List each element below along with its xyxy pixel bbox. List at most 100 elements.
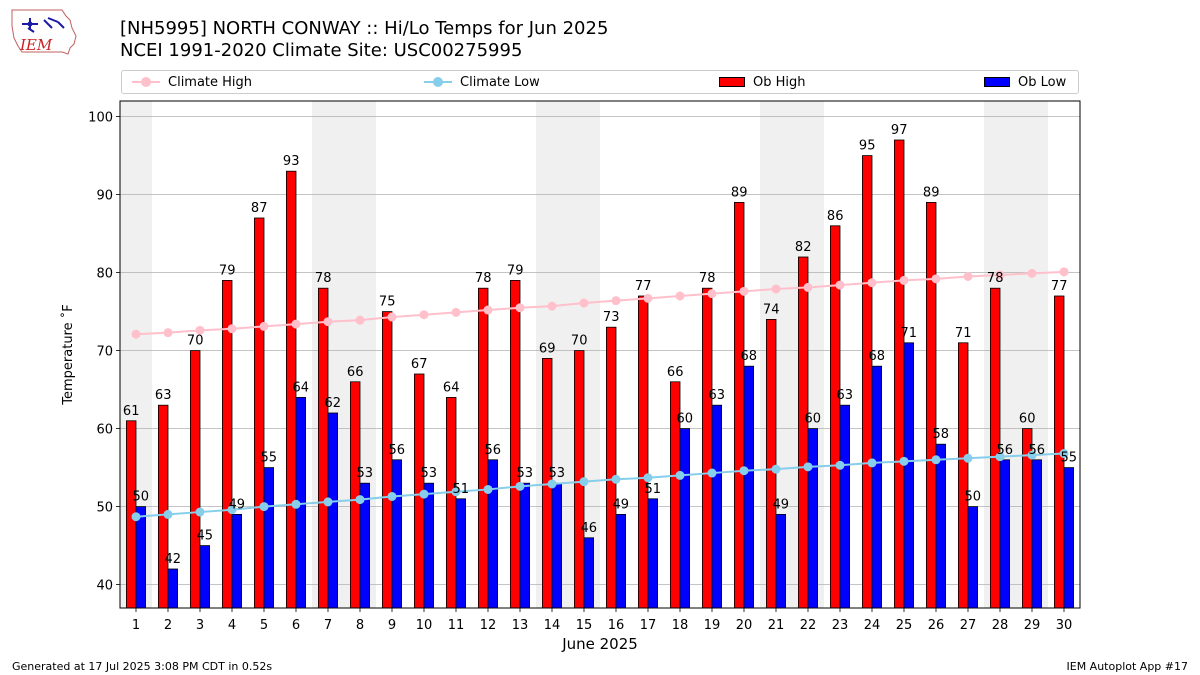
bar-ob-low-19 (711, 404, 723, 609)
bar-ob-high-3 (189, 350, 201, 609)
data-label-ob-high-28: 78 (987, 271, 1004, 286)
bar-ob-low-13 (519, 482, 531, 609)
bar-ob-low-28 (999, 459, 1011, 609)
footer-generated: Generated at 17 Jul 2025 3:08 PM CDT in … (12, 660, 273, 673)
data-label-ob-high-23: 86 (827, 209, 844, 224)
bar-ob-high-2 (157, 404, 169, 609)
y-tick-label-50: 50 (96, 501, 113, 516)
point-climate-high-10 (419, 310, 429, 320)
data-label-ob-low-17: 51 (645, 482, 662, 497)
point-climate-low-7 (323, 497, 333, 507)
data-label-ob-low-3: 45 (197, 529, 214, 544)
point-climate-high-26 (931, 274, 941, 284)
point-climate-high-15 (579, 298, 589, 308)
bar-ob-low-10 (423, 482, 435, 609)
point-climate-low-14 (547, 479, 557, 489)
data-label-ob-low-15: 46 (581, 521, 598, 536)
bar-ob-high-17 (638, 295, 649, 609)
legend-label-climate-high: Climate High (168, 74, 253, 90)
point-climate-low-17 (643, 473, 653, 483)
data-label-ob-low-28: 56 (997, 443, 1014, 458)
bar-ob-high-25 (894, 139, 905, 609)
y-axis-label: Temperature ˚F (60, 304, 76, 405)
point-climate-low-6 (291, 499, 301, 509)
point-climate-low-21 (771, 464, 781, 474)
bar-ob-high-8 (349, 381, 361, 609)
point-climate-high-8 (355, 315, 365, 325)
data-label-ob-low-13: 53 (517, 466, 534, 481)
bar-ob-high-16 (606, 326, 617, 609)
point-climate-low-12 (483, 484, 493, 494)
data-label-ob-low-16: 49 (613, 497, 630, 512)
x-tick-label-23: 23 (832, 618, 849, 633)
x-tick-label-11: 11 (448, 618, 465, 633)
point-climate-high-19 (707, 289, 717, 299)
x-tick-label-10: 10 (416, 618, 433, 633)
legend-item-ob-low: Ob Low (984, 71, 1066, 93)
legend-swatch-climate-high (132, 77, 160, 87)
data-label-ob-low-30: 55 (1061, 451, 1078, 466)
data-label-ob-low-23: 63 (837, 388, 854, 403)
point-climate-low-2 (163, 509, 173, 519)
data-label-ob-high-1: 61 (123, 404, 140, 419)
data-label-ob-high-8: 66 (347, 365, 364, 380)
svg-text:IEM: IEM (19, 36, 53, 54)
bar-ob-low-4 (231, 514, 243, 609)
x-tick-label-13: 13 (512, 618, 529, 633)
bar-ob-low-20 (743, 365, 755, 609)
x-tick-label-21: 21 (768, 618, 785, 633)
data-label-ob-high-17: 77 (635, 279, 652, 294)
x-tick-label-19: 19 (704, 618, 721, 633)
x-tick-label-8: 8 (356, 618, 364, 633)
x-tick-label-4: 4 (228, 618, 236, 633)
x-tick-label-24: 24 (864, 618, 881, 633)
point-climate-high-21 (771, 284, 781, 294)
data-label-ob-high-24: 95 (859, 139, 876, 154)
x-tick-label-26: 26 (928, 618, 945, 633)
point-climate-high-28 (995, 270, 1005, 280)
point-climate-low-26 (931, 455, 941, 465)
data-label-ob-low-6: 64 (293, 380, 310, 395)
x-tick-label-25: 25 (896, 618, 913, 633)
bar-ob-high-27 (958, 342, 969, 609)
bar-ob-high-7 (317, 287, 329, 609)
x-tick-label-3: 3 (196, 618, 204, 633)
data-label-ob-high-26: 89 (923, 185, 940, 200)
point-climate-low-3 (195, 507, 205, 517)
data-label-ob-low-4: 49 (229, 497, 246, 512)
point-climate-low-22 (803, 462, 813, 472)
y-tick-label-100: 100 (88, 111, 113, 126)
point-climate-low-19 (707, 468, 717, 478)
point-climate-low-29 (1027, 450, 1037, 460)
bar-ob-low-23 (839, 404, 851, 609)
data-label-ob-low-20: 68 (741, 349, 758, 364)
point-climate-high-27 (963, 272, 973, 281)
data-label-ob-low-10: 53 (421, 466, 438, 481)
bar-ob-low-14 (551, 482, 563, 609)
point-climate-low-23 (835, 460, 845, 470)
y-tick-label-70: 70 (96, 345, 113, 360)
x-tick-label-20: 20 (736, 618, 753, 633)
data-label-ob-low-26: 58 (933, 427, 950, 442)
data-label-ob-high-13: 79 (507, 263, 524, 278)
bar-ob-low-25 (903, 342, 915, 609)
iem-logo: IEM (11, 9, 77, 55)
data-label-ob-low-19: 63 (709, 388, 726, 403)
bar-ob-high-24 (862, 155, 873, 609)
bar-ob-low-2 (167, 568, 179, 609)
bar-ob-high-20 (734, 201, 745, 609)
point-climate-high-25 (899, 275, 909, 285)
data-label-ob-low-9: 56 (389, 443, 406, 458)
legend-swatch-ob-low (984, 77, 1010, 87)
line-climate-high (135, 270, 1065, 336)
x-tick-label-5: 5 (260, 618, 268, 633)
data-label-ob-high-14: 69 (539, 341, 556, 356)
data-label-ob-high-15: 70 (571, 334, 588, 349)
bar-ob-low-21 (775, 514, 787, 609)
point-climate-high-6 (291, 319, 301, 329)
point-climate-low-20 (739, 466, 749, 476)
data-label-ob-high-30: 77 (1051, 279, 1068, 294)
x-tick-label-28: 28 (992, 618, 1009, 633)
x-tick-label-2: 2 (164, 618, 172, 633)
